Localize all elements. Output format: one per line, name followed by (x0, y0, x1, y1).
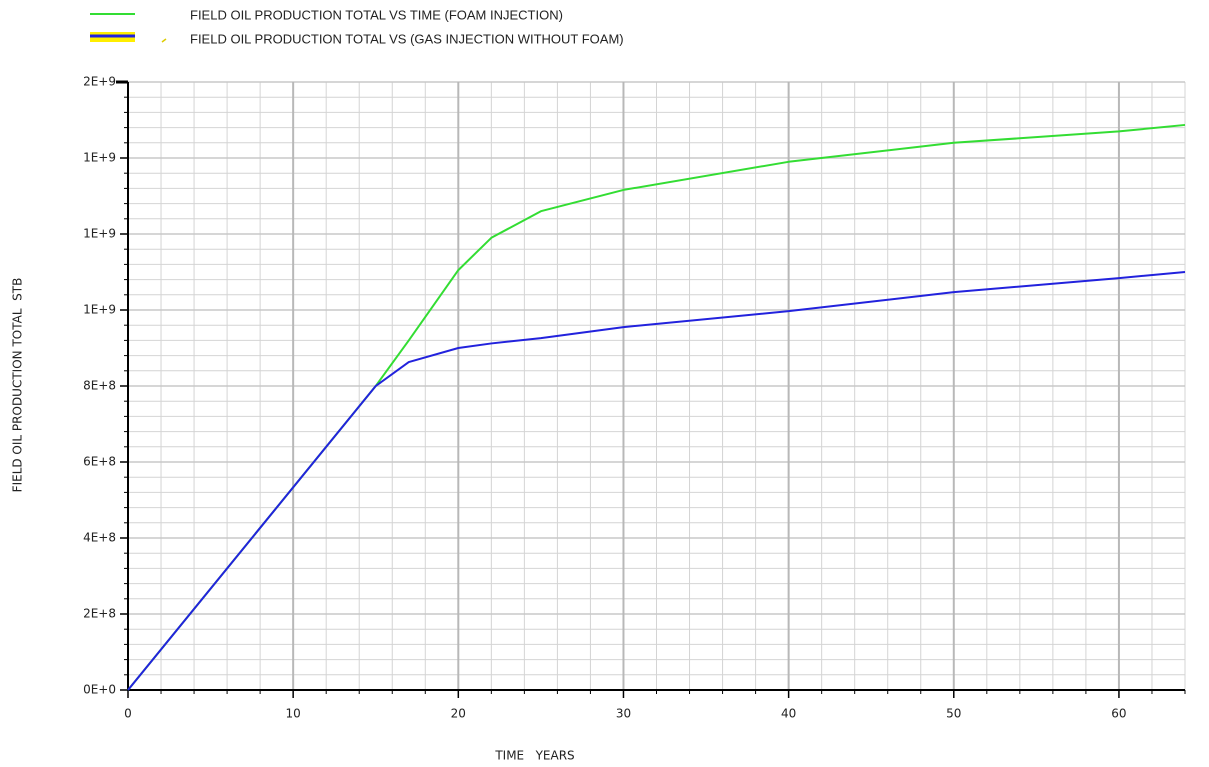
y-tick-label: 8E+8 (83, 379, 116, 393)
x-tick-label: 50 (946, 707, 961, 721)
y-tick-label: 1E+9 (83, 227, 116, 241)
y-tick-label: 2E+9 (83, 75, 116, 89)
series-line (127, 271, 1186, 691)
x-tick-label: 10 (286, 707, 301, 721)
y-tick-label: 0E+0 (83, 683, 116, 697)
y-axis-label: FIELD OIL PRODUCTION TOTAL STB (11, 278, 25, 493)
x-tick-label: 60 (1111, 707, 1126, 721)
y-tick-label: 1E+9 (83, 303, 116, 317)
x-axis-label: TIME YEARS (494, 749, 574, 763)
legend-mark (161, 38, 167, 43)
x-tick-label: 30 (616, 707, 631, 721)
y-tick-label: 2E+8 (83, 607, 116, 621)
series-line (127, 123, 1186, 691)
x-tick-label: 40 (781, 707, 796, 721)
y-tick-label: 4E+8 (83, 531, 116, 545)
legend-label: FIELD OIL PRODUCTION TOTAL VS (GAS INJEC… (190, 31, 624, 46)
x-tick-label: 20 (451, 707, 466, 721)
legend-label: FIELD OIL PRODUCTION TOTAL VS TIME (FOAM… (190, 7, 563, 22)
y-tick-label: 1E+9 (83, 151, 116, 165)
x-tick-label: 0 (124, 707, 132, 721)
y-tick-label: 6E+8 (83, 455, 116, 469)
